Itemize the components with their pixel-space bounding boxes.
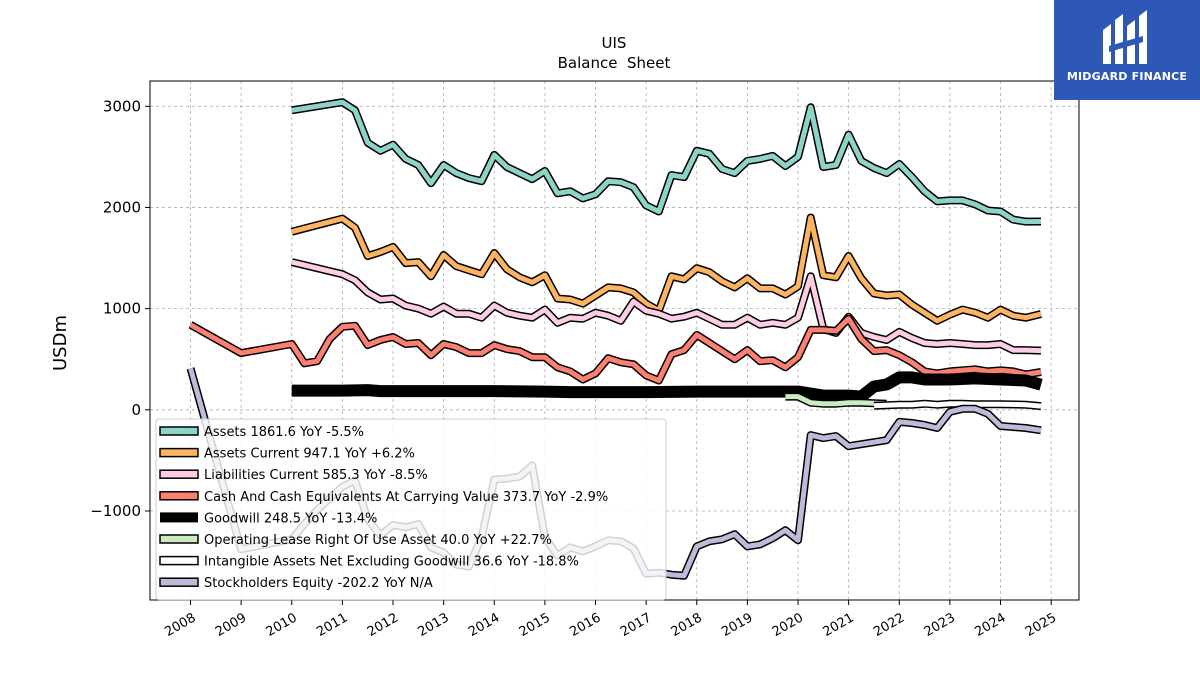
y-tick-label: −1000 — [90, 502, 141, 520]
x-tick-label: 2015 — [517, 610, 553, 640]
chart-title: UIS — [602, 34, 627, 52]
legend-entry: Goodwill 248.5 YoY -13.4% — [204, 511, 377, 526]
x-tick-label: 2020 — [770, 610, 806, 640]
legend-entry: Liabilities Current 585.3 YoY -8.5% — [204, 468, 428, 483]
series-layer — [186, 98, 1043, 580]
legend-swatch — [159, 447, 199, 458]
y-tick-label: 0 — [131, 401, 141, 419]
y-axis-ticks: −1000 0 1000 2000 3000 — [90, 97, 150, 520]
series-line — [189, 316, 1042, 383]
series-4 — [291, 371, 1043, 403]
series-5 — [785, 392, 887, 408]
x-tick-label: 2009 — [213, 610, 249, 640]
x-tick-label: 2023 — [922, 610, 958, 640]
x-tick-label: 2008 — [162, 610, 198, 640]
midgard-logo-icon — [1103, 10, 1147, 64]
legend-swatch — [159, 469, 199, 479]
legend-swatch — [159, 555, 199, 566]
series-line — [291, 372, 1043, 402]
legend-swatch — [160, 512, 198, 523]
series-line-outline — [188, 314, 1042, 385]
legend-swatch — [159, 534, 199, 544]
y-tick-label: 3000 — [103, 97, 141, 115]
legend-entry: Operating Lease Right Of Use Asset 40.0 … — [204, 533, 552, 548]
x-tick-label: 2016 — [567, 610, 603, 640]
series-line — [291, 215, 1042, 324]
legend-swatch — [159, 577, 199, 587]
series-line — [291, 259, 1042, 354]
legend-entry: Stockholders Equity -202.2 YoY N/A — [204, 576, 433, 591]
x-tick-label: 2011 — [314, 610, 350, 640]
legend-swatch — [159, 426, 199, 436]
chart-subtitle: Balance Sheet — [558, 54, 671, 72]
x-tick-label: 2024 — [972, 610, 1008, 640]
x-tick-label: 2014 — [466, 610, 502, 640]
series-line — [785, 394, 887, 407]
legend-entry: Intangible Assets Net Excluding Goodwill… — [204, 555, 579, 570]
x-tick-label: 2025 — [1023, 610, 1059, 640]
x-tick-label: 2018 — [669, 610, 705, 640]
y-tick-label: 1000 — [103, 300, 141, 318]
midgard-logo: MIDGARD FINANCE — [1054, 0, 1200, 100]
x-tick-label: 2010 — [264, 610, 300, 640]
y-tick-label: 2000 — [103, 198, 141, 216]
series-3 — [188, 314, 1042, 385]
x-tick-label: 2012 — [365, 610, 401, 640]
series-line — [291, 99, 1042, 225]
legend-box — [155, 418, 667, 601]
series-0 — [291, 98, 1042, 226]
legend-entry: Cash And Cash Equivalents At Carrying Va… — [204, 490, 608, 505]
legend-entry: Assets 1861.6 YoY -5.5% — [204, 425, 364, 440]
x-tick-label: 2021 — [820, 610, 856, 640]
legend-entry: Assets Current 947.1 YoY +6.2% — [204, 447, 415, 462]
x-tick-label: 2022 — [871, 610, 907, 640]
y-axis-label: USDm — [50, 315, 71, 371]
series-1 — [290, 213, 1042, 325]
legend-swatch — [159, 491, 199, 501]
x-axis-ticks: 2008 2009 2010 2011 2012 2013 2014 2015 2016 2017… — [162, 600, 1059, 640]
series-line-outline — [291, 98, 1042, 226]
series-line — [873, 401, 1042, 409]
legend: Assets 1861.6 YoY -5.5% Assets Current 94… — [155, 418, 667, 601]
x-tick-label: 2019 — [719, 610, 755, 640]
x-tick-label: 2017 — [618, 610, 654, 640]
logo-text: MIDGARD FINANCE — [1066, 70, 1188, 83]
series-6 — [873, 399, 1042, 411]
series-2 — [290, 258, 1042, 355]
x-tick-label: 2013 — [415, 610, 451, 640]
